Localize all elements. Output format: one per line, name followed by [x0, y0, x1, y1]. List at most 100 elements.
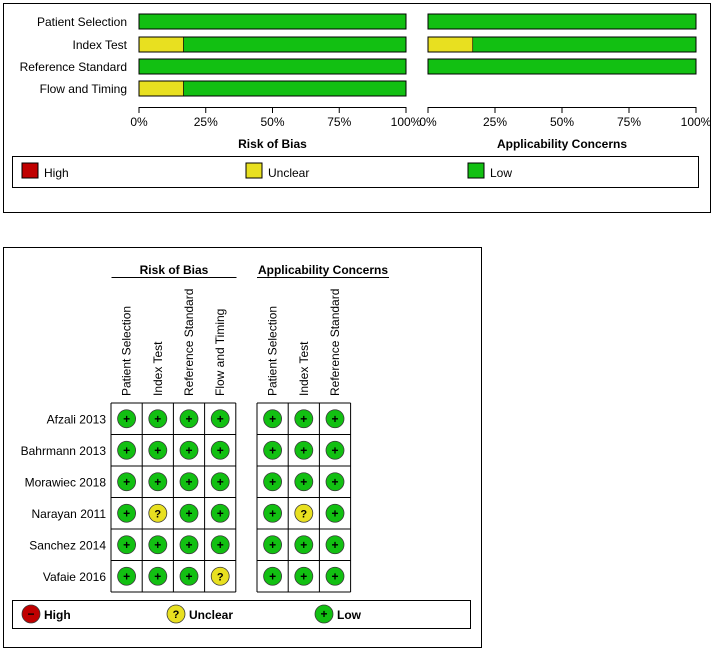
judgement-symbol: +: [300, 475, 307, 489]
judgement-unclear: ?: [210, 566, 230, 586]
judgement-low: +: [210, 440, 230, 460]
study-label: Afzali 2013: [47, 412, 107, 426]
judgement-circle-low: [263, 409, 283, 429]
judgement-low: +: [294, 440, 314, 460]
group-title: Applicability Concerns: [258, 263, 388, 277]
judgement-low: +: [294, 472, 314, 492]
judgement-circle-low: [210, 409, 230, 429]
judgement-low: +: [179, 535, 199, 555]
judgement-circle-low: [117, 503, 136, 523]
judgement-low: +: [117, 440, 136, 460]
x-tick-label: 50%: [550, 115, 574, 129]
judgement-low: +: [117, 472, 136, 492]
bar-outline: [138, 58, 407, 75]
bar-outline: [138, 80, 407, 97]
panel-title: Risk of Bias: [238, 137, 307, 151]
judgement-circle-low: [117, 440, 136, 460]
judgement-symbol: +: [217, 506, 224, 520]
judgement-low: +: [117, 566, 136, 586]
judgement-symbol: +: [217, 412, 224, 426]
judgement-low: +: [325, 440, 345, 460]
bar-legend-box: [12, 156, 699, 188]
judgement-circle-low: [325, 440, 345, 460]
judgement-circle-low: [294, 440, 314, 460]
judgement-low: +: [325, 535, 345, 555]
x-tick-label: 75%: [617, 115, 641, 129]
bar-outline: [427, 13, 697, 30]
bar-outline: [427, 58, 697, 75]
legend-label: High: [44, 166, 69, 180]
judgement-circle-unclear: [294, 503, 314, 523]
judgement-symbol: +: [123, 506, 130, 520]
judgement-circle-low: [179, 472, 199, 492]
judgement-symbol: +: [154, 412, 161, 426]
judgement-low: +: [263, 535, 283, 555]
table-legend-box: [12, 600, 471, 629]
legend-label: Unclear: [268, 166, 309, 180]
bar-category-label: Index Test: [73, 38, 128, 52]
study-label: Bahrmann 2013: [21, 444, 107, 458]
judgement-symbol: +: [123, 569, 130, 583]
judgement-circle-low: [117, 409, 136, 429]
judgement-low: +: [179, 472, 199, 492]
judgement-low: +: [210, 409, 230, 429]
judgement-circle-low: [294, 472, 314, 492]
bar-segment-unclear: [138, 80, 184, 97]
judgement-low: +: [263, 503, 283, 523]
legend-swatch-low: [467, 162, 485, 179]
judgement-low: +: [325, 472, 345, 492]
judgement-symbol: +: [185, 475, 192, 489]
x-tick-label: 100%: [391, 115, 422, 129]
x-tick-label: 0%: [130, 115, 148, 129]
judgement-symbol: +: [154, 569, 161, 583]
judgement-low: +: [179, 566, 199, 586]
judgement-symbol: +: [269, 506, 276, 520]
bar-category-label: Reference Standard: [20, 60, 127, 74]
judgement-symbol: +: [154, 443, 161, 457]
judgement-symbol: +: [185, 443, 192, 457]
judgement-low: +: [294, 409, 314, 429]
judgement-low: +: [294, 566, 314, 586]
legend-symbol: +: [320, 607, 327, 621]
judgement-low: +: [148, 566, 168, 586]
study-label: Narayan 2011: [32, 507, 107, 521]
judgement-circle-low: [148, 440, 168, 460]
bar-segment-unclear: [427, 36, 474, 53]
x-tick-label: 25%: [483, 115, 507, 129]
panel-title: Applicability Concerns: [497, 137, 627, 151]
judgement-unclear: ?: [148, 503, 168, 523]
judgement-symbol: +: [300, 443, 307, 457]
legend-symbol: −: [27, 607, 34, 621]
judgement-symbol: +: [217, 475, 224, 489]
legend-label: Unclear: [189, 608, 233, 622]
judgement-circle-low: [148, 566, 168, 586]
x-tick-label: 25%: [194, 115, 218, 129]
judgement-symbol: +: [217, 443, 224, 457]
judgement-symbol: ?: [300, 508, 307, 520]
bar-outline: [427, 36, 697, 53]
judgement-circle-low: [179, 503, 199, 523]
legend-swatch-unclear: [245, 162, 263, 179]
judgement-symbol: +: [300, 569, 307, 583]
judgement-symbol: +: [269, 569, 276, 583]
judgement-circle-low: [148, 535, 168, 555]
bar-chart: Patient Selection Index Test Reference Sta…: [12, 13, 712, 188]
judgement-low: +: [179, 440, 199, 460]
judgement-low: +: [179, 409, 199, 429]
judgement-circle-low: [148, 409, 168, 429]
judgement-circle-low: [294, 409, 314, 429]
judgement-low: +: [294, 535, 314, 555]
judgement-low: +: [117, 535, 136, 555]
judgement-circle-low: [325, 409, 345, 429]
legend-circle-low: [314, 604, 334, 624]
bar-outline: [138, 36, 407, 53]
judgement-circle-low: [117, 566, 136, 586]
judgement-low: +: [210, 472, 230, 492]
legend-circle-unclear: [166, 604, 186, 624]
judgement-symbol: +: [185, 412, 192, 426]
judgement-circle-low: [325, 566, 345, 586]
bar-segment-low: [427, 58, 697, 75]
legend-circle-high: [21, 604, 41, 624]
summary-table: Risk of Bias Patient Selection Index Test R…: [12, 263, 471, 629]
